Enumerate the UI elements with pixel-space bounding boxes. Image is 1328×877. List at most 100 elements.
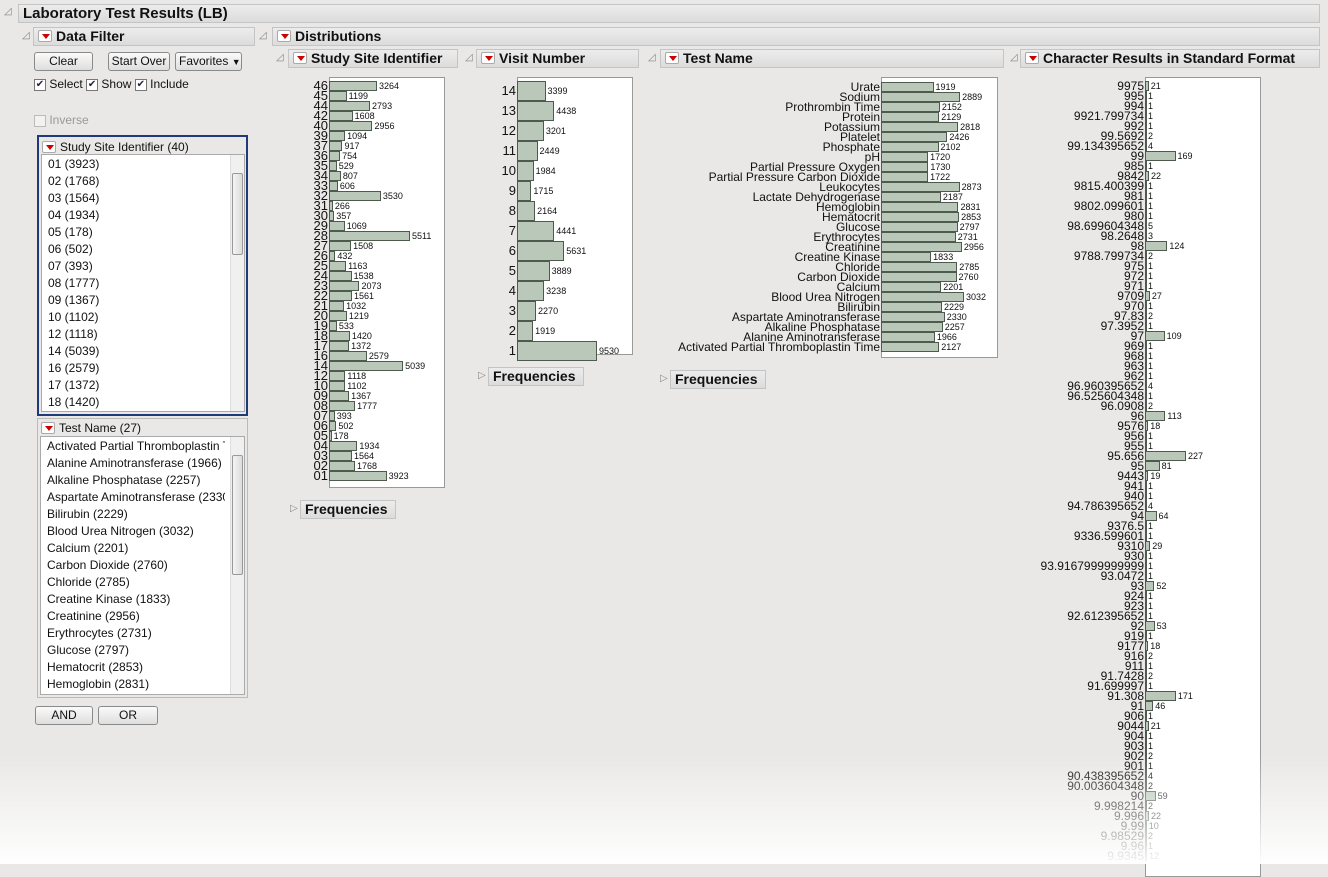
bar[interactable]: [1145, 271, 1147, 281]
bar[interactable]: [1145, 491, 1147, 501]
bar[interactable]: [1145, 831, 1147, 841]
bar[interactable]: [329, 361, 404, 371]
study-site-item[interactable]: 02 (1768): [48, 174, 100, 188]
bar[interactable]: [329, 451, 352, 461]
bar[interactable]: [1145, 451, 1186, 461]
expand-icon[interactable]: ▷: [290, 503, 298, 514]
bar[interactable]: [1145, 591, 1147, 601]
scrollbar-thumb[interactable]: [232, 455, 243, 575]
bar[interactable]: [329, 301, 345, 311]
study-site-item[interactable]: 09 (1367): [48, 293, 100, 307]
inverse-checkbox[interactable]: [34, 114, 46, 127]
bar[interactable]: [1145, 401, 1147, 411]
scrollbar[interactable]: [230, 155, 244, 411]
test-name-item[interactable]: Carbon Dioxide (2760): [47, 558, 168, 572]
bar[interactable]: [1145, 411, 1166, 421]
bar[interactable]: [1145, 381, 1147, 391]
start-over-button[interactable]: Start Over: [108, 52, 170, 71]
red-triangle-menu-icon[interactable]: [481, 52, 495, 65]
bar[interactable]: [517, 341, 597, 361]
bar[interactable]: [881, 122, 959, 132]
bar[interactable]: [329, 181, 338, 191]
red-triangle-menu-icon[interactable]: [277, 30, 291, 43]
bar[interactable]: [329, 391, 350, 401]
chart-header[interactable]: Study Site Identifier: [288, 49, 458, 68]
scrollbar[interactable]: [230, 437, 244, 694]
test-name-item[interactable]: Aspartate Aminotransferase (2330): [47, 490, 225, 504]
bar[interactable]: [329, 291, 352, 301]
frequencies-header[interactable]: Frequencies: [300, 500, 396, 519]
bar[interactable]: [329, 461, 355, 471]
bar[interactable]: [1145, 161, 1147, 171]
bar[interactable]: [329, 171, 341, 181]
bar[interactable]: [1145, 351, 1147, 361]
bar[interactable]: [881, 172, 929, 182]
bar[interactable]: [329, 141, 343, 151]
bar[interactable]: [881, 342, 940, 352]
collapse-icon[interactable]: ◿: [648, 52, 656, 63]
study-site-item[interactable]: 10 (1102): [48, 310, 99, 324]
bar[interactable]: [1145, 391, 1147, 401]
red-triangle-menu-icon[interactable]: [42, 140, 56, 153]
bar[interactable]: [329, 441, 358, 451]
study-site-list[interactable]: 01 (3923) 02 (1768) 03 (1564) 04 (1934) 05 (…: [41, 154, 245, 412]
bar[interactable]: [1145, 661, 1147, 671]
bar[interactable]: [1145, 671, 1147, 681]
bar[interactable]: [1145, 811, 1149, 821]
bar[interactable]: [1145, 821, 1147, 831]
bar[interactable]: [1145, 791, 1156, 801]
bar[interactable]: [1145, 641, 1149, 651]
bar[interactable]: [329, 161, 337, 171]
bar[interactable]: [517, 221, 555, 241]
bar[interactable]: [1145, 331, 1165, 341]
bar[interactable]: [1145, 851, 1148, 861]
bar[interactable]: [1145, 631, 1147, 641]
test-name-item[interactable]: Alanine Aminotransferase (1966): [47, 456, 222, 470]
bar[interactable]: [329, 351, 367, 361]
bar[interactable]: [1145, 341, 1147, 351]
chart-header[interactable]: Test Name: [660, 49, 1004, 68]
bar[interactable]: [517, 161, 534, 181]
bar[interactable]: [1145, 601, 1147, 611]
bar[interactable]: [1145, 421, 1149, 431]
test-name-item[interactable]: Activated Partial Thromboplastin T: [47, 439, 225, 453]
bar[interactable]: [1145, 621, 1155, 631]
bar[interactable]: [881, 142, 939, 152]
bar[interactable]: [1145, 201, 1147, 211]
bar[interactable]: [329, 261, 347, 271]
collapse-icon[interactable]: ◿: [1010, 52, 1018, 63]
bar[interactable]: [1145, 731, 1147, 741]
bar[interactable]: [517, 261, 550, 281]
expand-icon[interactable]: ▷: [478, 370, 486, 381]
test-name-item[interactable]: Creatine Kinase (1833): [47, 592, 171, 606]
bar[interactable]: [329, 241, 352, 251]
bar[interactable]: [517, 121, 544, 141]
bar[interactable]: [881, 192, 941, 202]
test-name-item[interactable]: Hemoglobin (2831): [47, 677, 150, 691]
study-site-item[interactable]: 18 (1420): [48, 395, 100, 409]
bar[interactable]: [1145, 751, 1147, 761]
bar[interactable]: [881, 102, 940, 112]
bar[interactable]: [1145, 281, 1147, 291]
study-site-item[interactable]: 17 (1372): [48, 378, 100, 392]
bar[interactable]: [1145, 91, 1147, 101]
bar[interactable]: [329, 421, 337, 431]
bar[interactable]: [881, 252, 932, 262]
bar[interactable]: [329, 411, 335, 421]
study-site-item[interactable]: 01 (3923): [48, 157, 100, 171]
bar[interactable]: [329, 121, 373, 131]
red-triangle-menu-icon[interactable]: [41, 421, 55, 434]
study-site-item[interactable]: 08 (1777): [48, 276, 100, 290]
bar[interactable]: [881, 302, 943, 312]
bar[interactable]: [329, 81, 377, 91]
bar[interactable]: [1145, 531, 1147, 541]
bar[interactable]: [881, 92, 961, 102]
bar[interactable]: [881, 332, 935, 342]
collapse-icon[interactable]: ◿: [259, 30, 267, 41]
bar[interactable]: [1145, 241, 1168, 251]
bar[interactable]: [1145, 121, 1147, 131]
collapse-icon[interactable]: ◿: [276, 52, 284, 63]
bar[interactable]: [881, 272, 957, 282]
bar[interactable]: [329, 431, 332, 441]
bar[interactable]: [1145, 771, 1147, 781]
